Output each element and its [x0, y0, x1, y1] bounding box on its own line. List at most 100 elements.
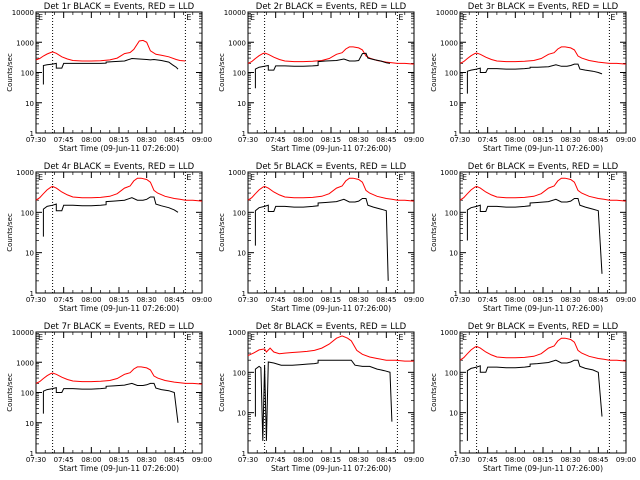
x-tick-label: 07:45	[54, 136, 74, 144]
y-tick-label: 1000	[440, 39, 458, 47]
corner-mark-left: E	[38, 173, 43, 182]
y-tick-label: 1000	[440, 329, 458, 337]
x-tick-label: 08:00	[81, 456, 101, 464]
series-line-events	[466, 359, 603, 441]
corner-mark-right: E	[398, 333, 403, 342]
series-line-lld	[459, 337, 627, 362]
y-tick-label: 1	[30, 290, 34, 298]
series-line-lld	[35, 39, 186, 62]
x-tick-label: 08:15	[109, 456, 129, 464]
x-tick-label: 09:00	[404, 296, 424, 304]
x-axis-label: Start Time (09-Jun-11 07:26:00)	[271, 304, 391, 313]
corner-mark-right: E	[610, 13, 615, 22]
x-tick-label: 08:15	[533, 296, 553, 304]
x-tick-label: 09:00	[404, 456, 424, 464]
x-tick-label: 08:45	[588, 456, 608, 464]
x-tick-label: 07:45	[54, 296, 74, 304]
y-tick-label: 100	[21, 70, 34, 78]
y-axis-label: Counts/sec	[6, 213, 14, 252]
chart-title: Det 4r BLACK = Events, RED = LLD	[44, 162, 195, 172]
chart-title: Det 8r BLACK = Events, RED = LLD	[256, 322, 407, 332]
x-tick-label: 07:45	[478, 296, 498, 304]
x-tick-label: 07:30	[450, 456, 470, 464]
plot-frame	[459, 331, 627, 454]
x-tick-label: 08:00	[81, 296, 101, 304]
chart-title: Det 9r BLACK = Events, RED = LLD	[468, 322, 619, 332]
y-axis-label: Counts/sec	[218, 213, 226, 252]
y-tick-label: 10	[237, 100, 246, 108]
chart-panel-3: Det 3r BLACK = Events, RED = LLD 1 10 100 10…	[430, 2, 636, 153]
y-axis-label: Counts/sec	[6, 53, 14, 92]
x-axis-label: Start Time (09-Jun-11 07:26:00)	[271, 464, 391, 473]
x-tick-label: 07:45	[266, 296, 286, 304]
x-tick-label: 08:30	[137, 456, 157, 464]
y-tick-label: 1000	[16, 359, 34, 367]
series-line-lld	[35, 177, 203, 202]
x-tick-label: 07:30	[238, 296, 258, 304]
chart-title: Det 1r BLACK = Events, RED = LLD	[44, 2, 195, 12]
plot-frame	[35, 171, 203, 294]
corner-mark-right: E	[610, 333, 615, 342]
x-tick-label: 08:15	[321, 136, 341, 144]
y-axis-label: Counts/sec	[430, 53, 438, 92]
x-axis-label: Start Time (09-Jun-11 07:26:00)	[59, 464, 179, 473]
x-tick-label: 08:30	[137, 296, 157, 304]
x-tick-label: 07:30	[450, 136, 470, 144]
chart-panel-2: Det 2r BLACK = Events, RED = LLD 1 10 100 10…	[218, 2, 424, 153]
y-axis-label: Counts/sec	[430, 373, 438, 412]
x-tick-label: 07:30	[26, 456, 46, 464]
y-tick-label: 1	[30, 450, 34, 458]
y-tick-label: 1	[242, 450, 246, 458]
y-tick-label: 10000	[12, 9, 34, 17]
series-line-events	[42, 196, 179, 237]
x-tick-label: 09:00	[404, 136, 424, 144]
series-line-events	[42, 57, 179, 85]
series-line-lld	[459, 46, 627, 65]
x-tick-label: 08:00	[505, 456, 525, 464]
x-tick-label: 09:00	[192, 136, 212, 144]
x-axis-label: Start Time (09-Jun-11 07:26:00)	[271, 144, 391, 153]
y-tick-label: 1	[454, 130, 458, 138]
chart-title: Det 5r BLACK = Events, RED = LLD	[256, 162, 407, 172]
x-tick-label: 09:00	[192, 456, 212, 464]
y-tick-label: 1000	[228, 169, 246, 177]
chart-panel-7: Det 7r BLACK = Events, RED = LLD 1 10 100 10…	[6, 322, 212, 473]
y-tick-label: 10000	[224, 9, 246, 17]
x-tick-label: 08:15	[321, 296, 341, 304]
y-tick-label: 10	[25, 100, 34, 108]
x-tick-label: 08:30	[561, 136, 581, 144]
corner-mark-left: E	[250, 173, 255, 182]
chart-panel-6: Det 6r BLACK = Events, RED = LLD 1 10 100 10…	[430, 162, 636, 313]
series-line-events	[254, 52, 391, 89]
x-tick-label: 08:30	[137, 136, 157, 144]
chart-title: Det 3r BLACK = Events, RED = LLD	[468, 2, 619, 12]
x-tick-label: 07:30	[238, 136, 258, 144]
series-line-lld	[247, 46, 415, 65]
x-tick-label: 07:45	[478, 456, 498, 464]
corner-mark-left: E	[38, 333, 43, 342]
x-tick-label: 08:30	[349, 456, 369, 464]
series-line-lld	[459, 177, 627, 202]
plot-frame	[247, 331, 415, 454]
corner-mark-right: E	[610, 173, 615, 182]
y-tick-label: 10	[237, 250, 246, 258]
series-line-lld	[247, 177, 415, 202]
series-line-events	[254, 359, 393, 441]
x-tick-label: 08:30	[561, 456, 581, 464]
x-tick-label: 09:00	[616, 296, 636, 304]
corner-mark-left: E	[250, 13, 255, 22]
x-tick-label: 08:00	[81, 136, 101, 144]
y-axis-label: Counts/sec	[430, 213, 438, 252]
corner-mark-right: E	[186, 13, 191, 22]
chart-panel-4: Det 4r BLACK = Events, RED = LLD 1 10 100 10…	[6, 162, 212, 313]
x-tick-label: 07:30	[238, 456, 258, 464]
y-tick-label: 1	[454, 450, 458, 458]
y-tick-label: 1	[242, 290, 246, 298]
corner-mark-left: E	[462, 173, 467, 182]
plot-frame	[35, 11, 203, 134]
chart-panel-9: Det 9r BLACK = Events, RED = LLD 1 10 100 10…	[430, 322, 636, 473]
y-tick-label: 10000	[436, 9, 458, 17]
x-tick-label: 08:00	[293, 136, 313, 144]
x-tick-label: 08:15	[533, 136, 553, 144]
